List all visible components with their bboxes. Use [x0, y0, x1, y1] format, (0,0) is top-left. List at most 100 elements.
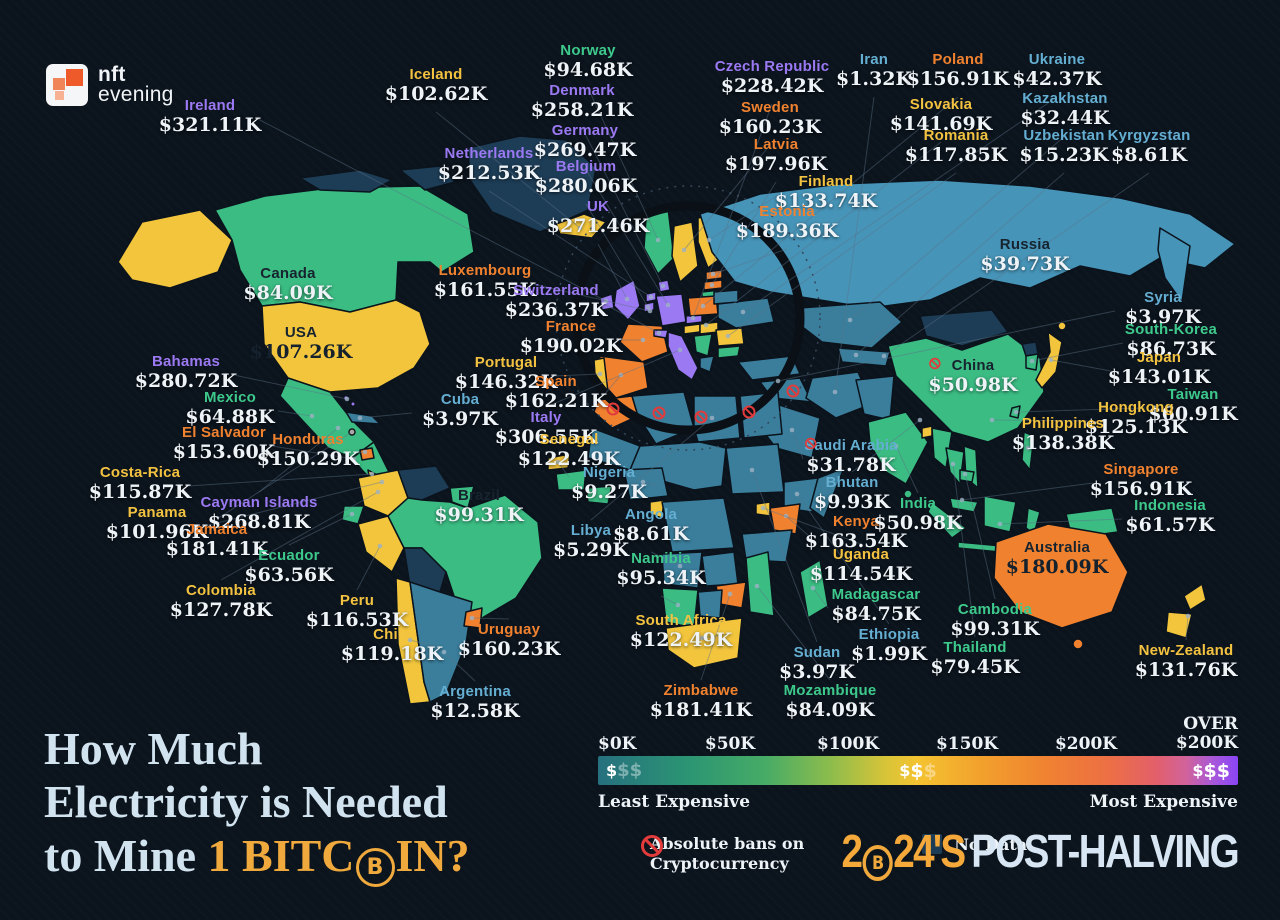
map-ban-icons: [606, 384, 800, 424]
country-label-kyrgyzstan: Kyrgyzstan $8.61K: [1108, 127, 1191, 166]
country-label-usa: USA $107.26K: [250, 324, 352, 363]
country-value: $321.11K: [158, 114, 262, 137]
country-label-saudi-arabia: Saudi Arabia $31.78K: [804, 437, 898, 476]
country-value: $64.88K: [185, 406, 275, 429]
country-label-namibia: Namibia $95.34K: [616, 550, 705, 589]
country-name: Switzerland: [513, 282, 599, 299]
country-value: $162.21K: [504, 390, 608, 413]
legend-ticks: $0K $50K $100K $150K $200K OVER $200K: [598, 714, 1238, 756]
country-label-panama: Panama $101.96K: [106, 504, 208, 543]
country-name: Slovakia: [909, 96, 973, 113]
country-label-germany: Germany $269.47K: [534, 122, 636, 161]
country-label-uruguay: Uruguay $160.23K: [458, 621, 560, 660]
country-value: $119.18K: [340, 643, 444, 666]
country-value: $3.97K: [421, 408, 499, 431]
country-name: Cayman Islands: [200, 494, 318, 511]
country-value: $94.68K: [543, 59, 633, 82]
country-label-italy: Italy $306.55K: [495, 409, 597, 448]
country-label-peru: Peru $116.53K: [306, 592, 408, 631]
country-label-zimbabwe: Zimbabwe $181.41K: [650, 682, 752, 721]
country-name: Sudan: [793, 644, 841, 661]
country-name: UK: [586, 198, 610, 215]
country-label-syria: Syria $3.97K: [1125, 289, 1201, 328]
country-name: Senegal: [539, 431, 599, 448]
country-name: Uzbekistan: [1023, 127, 1105, 144]
country-label-libya: Libya $5.29K: [553, 522, 629, 561]
country-label-mexico: Mexico $64.88K: [185, 389, 274, 428]
country-value: $115.87K: [88, 481, 192, 504]
country-name: Netherlands: [444, 145, 534, 162]
tick-200k: $200K: [1054, 734, 1118, 754]
country-value: $122.49K: [517, 448, 621, 471]
country-label-kenya: Kenya $163.54K: [805, 513, 907, 552]
country-label-japan: Japan $143.01K: [1108, 349, 1210, 388]
country-name: Bahamas: [151, 353, 221, 370]
country-name: Germany: [551, 122, 619, 139]
country-value: $271.46K: [546, 215, 650, 238]
country-value: $84.09K: [785, 699, 875, 722]
country-value: $258.21K: [530, 99, 634, 122]
no-data-key: No Data: [922, 834, 1027, 854]
country-value: $190.02K: [519, 335, 623, 358]
country-value: $8.61K: [1110, 144, 1188, 167]
country-name: USA: [284, 324, 318, 341]
country-value: $143.01K: [1107, 366, 1211, 389]
no-data-label: No Data: [954, 834, 1028, 854]
country-name: Mexico: [203, 389, 257, 406]
country-label-switzerland: Switzerland $236.37K: [505, 282, 607, 321]
country-label-poland: Poland $156.91K: [907, 51, 1009, 90]
country-value: $107.26K: [249, 341, 353, 364]
country-value: $1.32K: [835, 68, 913, 91]
country-name: Kyrgyzstan: [1107, 127, 1191, 144]
country-label-china: China $50.98K: [928, 357, 1017, 396]
country-name: Finland: [798, 173, 854, 190]
country-name: Uganda: [832, 546, 890, 563]
country-label-netherlands: Netherlands $212.53K: [438, 145, 540, 184]
country-label-kazakhstan: Kazakhstan $32.44K: [1020, 90, 1109, 129]
logo-line2: evening: [98, 83, 174, 107]
country-label-romania: Romania $117.85K: [905, 127, 1007, 166]
country-name: Belgium: [555, 158, 617, 175]
country-name: Uruguay: [477, 621, 541, 638]
country-name: Luxembourg: [438, 262, 532, 279]
tick-50k: $50K: [704, 734, 756, 754]
country-name: Angola: [624, 506, 678, 523]
country-value: $181.41K: [165, 538, 269, 561]
country-label-australia: Australia $180.09K: [1006, 539, 1108, 578]
country-name: Iran: [859, 51, 889, 68]
country-value: $101.96K: [105, 521, 209, 544]
country-name: Nigeria: [582, 464, 636, 481]
country-value: $63.56K: [244, 564, 334, 587]
country-value: $180.09K: [1005, 556, 1109, 579]
country-name: Ireland: [184, 97, 236, 114]
most-expensive-label: Most Expensive: [1089, 792, 1238, 812]
country-value: $268.81K: [207, 511, 311, 534]
country-value: $269.47K: [533, 139, 637, 162]
country-value: $116.53K: [305, 609, 409, 632]
country-name: Latvia: [753, 136, 799, 153]
country-value: $125.13K: [1084, 416, 1188, 439]
country-value: $114.54K: [809, 563, 913, 586]
country-name: Costa-Rica: [99, 464, 181, 481]
country-value: $163.54K: [804, 530, 908, 553]
country-value: $50.98K: [873, 512, 963, 535]
country-value: $138.38K: [1011, 432, 1115, 455]
country-value: $31.78K: [806, 454, 896, 477]
country-value: $42.37K: [1012, 68, 1102, 91]
country-label-cayman-islands: Cayman Islands $268.81K: [200, 494, 317, 533]
country-name: Peru: [339, 592, 375, 609]
country-label-cuba: Cuba $3.97K: [422, 391, 498, 430]
country-label-cambodia: Cambodia $99.31K: [950, 601, 1039, 640]
country-name: Ethiopia: [858, 626, 920, 643]
country-value: $117.85K: [904, 144, 1008, 167]
country-label-czech-republic: Czech Republic $228.42K: [715, 58, 830, 97]
country-label-slovakia: Slovakia $141.69K: [890, 96, 992, 135]
legend-gradient-bar: $ $ $ $ $ $ $ $ $: [598, 756, 1238, 785]
title-line1: How Much: [44, 723, 263, 774]
country-name: Hongkong: [1098, 399, 1174, 416]
country-name: France: [545, 318, 597, 335]
country-value: $156.91K: [1089, 478, 1193, 501]
country-value: $84.09K: [243, 282, 333, 305]
country-label-ecuador: Ecuador $63.56K: [244, 547, 333, 586]
